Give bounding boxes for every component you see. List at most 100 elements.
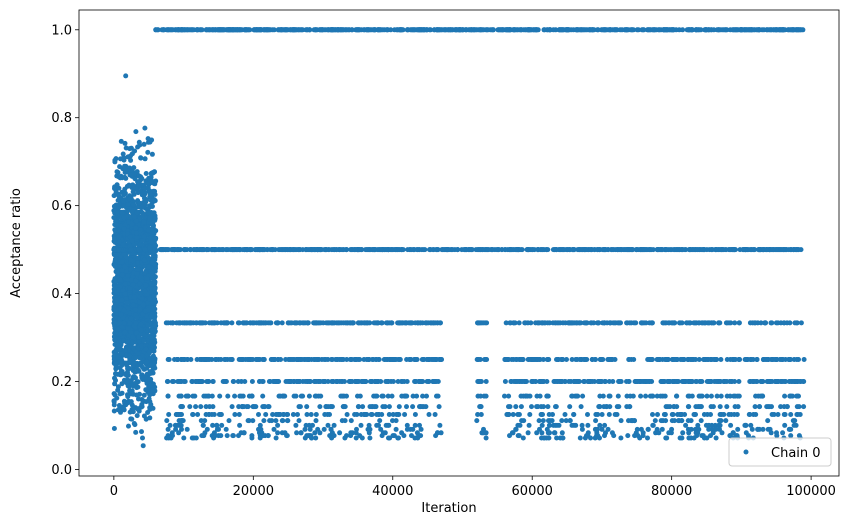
data-point xyxy=(144,313,150,319)
data-point xyxy=(336,320,342,326)
data-point xyxy=(641,247,647,253)
data-point xyxy=(382,357,388,362)
data-point xyxy=(137,200,143,206)
data-point xyxy=(656,357,662,362)
data-point xyxy=(203,27,209,33)
data-point xyxy=(752,320,758,326)
data-point xyxy=(730,27,736,33)
data-point xyxy=(560,320,566,326)
data-point xyxy=(312,357,318,362)
data-point xyxy=(394,27,400,33)
data-point xyxy=(433,247,439,253)
data-point xyxy=(508,320,514,326)
data-point xyxy=(145,181,151,187)
data-point xyxy=(122,329,128,335)
data-point xyxy=(130,282,136,288)
data-point xyxy=(298,357,304,362)
data-point xyxy=(127,234,133,240)
data-point xyxy=(115,407,121,413)
data-point xyxy=(346,27,352,33)
data-point xyxy=(128,277,134,283)
data-point xyxy=(404,320,410,326)
data-point xyxy=(418,320,423,326)
data-point xyxy=(175,27,181,33)
data-point xyxy=(119,297,125,303)
data-point xyxy=(138,327,144,333)
data-point xyxy=(147,399,153,405)
data-point xyxy=(122,348,128,353)
data-point xyxy=(468,247,474,253)
data-point xyxy=(338,27,344,33)
data-point xyxy=(580,27,586,33)
data-point xyxy=(152,328,158,334)
data-point xyxy=(128,257,134,263)
data-point xyxy=(133,225,139,231)
data-point xyxy=(673,27,679,33)
data-point xyxy=(126,219,131,225)
data-point xyxy=(801,357,807,362)
data-point xyxy=(115,326,121,332)
data-point xyxy=(717,320,723,326)
data-point xyxy=(144,376,150,382)
data-point xyxy=(134,413,140,419)
data-point xyxy=(111,203,117,209)
data-point xyxy=(116,174,122,180)
data-point xyxy=(693,27,699,33)
data-point xyxy=(764,247,770,253)
data-point xyxy=(111,215,117,221)
data-point xyxy=(588,247,593,253)
data-point xyxy=(656,27,662,33)
data-point xyxy=(181,357,187,362)
data-point xyxy=(780,357,786,362)
data-point xyxy=(588,320,594,326)
data-point xyxy=(114,182,120,188)
data-point xyxy=(510,27,516,33)
data-point xyxy=(545,247,551,253)
data-point xyxy=(127,320,133,326)
data-point xyxy=(123,268,129,274)
data-point xyxy=(138,155,144,161)
data-point xyxy=(648,357,654,362)
data-point xyxy=(513,247,519,253)
data-point xyxy=(139,296,145,301)
data-point xyxy=(133,307,139,313)
data-point xyxy=(596,320,602,326)
data-point xyxy=(177,320,183,326)
data-point xyxy=(744,27,750,33)
data-point xyxy=(138,274,144,280)
data-point xyxy=(133,380,138,386)
data-point xyxy=(654,247,660,253)
data-point xyxy=(146,264,151,270)
data-point xyxy=(440,247,446,253)
data-point xyxy=(124,300,130,306)
data-point xyxy=(134,234,140,240)
data-point xyxy=(251,320,257,326)
data-point xyxy=(439,357,444,362)
data-point xyxy=(718,247,724,253)
data-point xyxy=(338,357,344,362)
data-point xyxy=(405,247,411,253)
data-point xyxy=(125,326,131,331)
data-point xyxy=(244,320,250,326)
data-point xyxy=(113,366,119,372)
data-point xyxy=(149,335,155,340)
data-point xyxy=(128,378,134,384)
data-point xyxy=(361,357,367,362)
data-point xyxy=(118,369,124,375)
data-point xyxy=(724,357,730,362)
data-point xyxy=(661,27,667,33)
data-point xyxy=(231,27,237,33)
data-point xyxy=(127,409,133,415)
data-point xyxy=(680,247,686,253)
data-point xyxy=(122,291,128,297)
data-point xyxy=(660,320,666,326)
data-point xyxy=(139,204,145,210)
data-point xyxy=(127,286,133,291)
data-point xyxy=(528,320,534,326)
data-point xyxy=(739,27,745,33)
data-point xyxy=(150,220,156,226)
data-point xyxy=(147,191,153,197)
data-point xyxy=(304,320,310,326)
data-point xyxy=(486,247,492,253)
data-point xyxy=(150,353,156,359)
